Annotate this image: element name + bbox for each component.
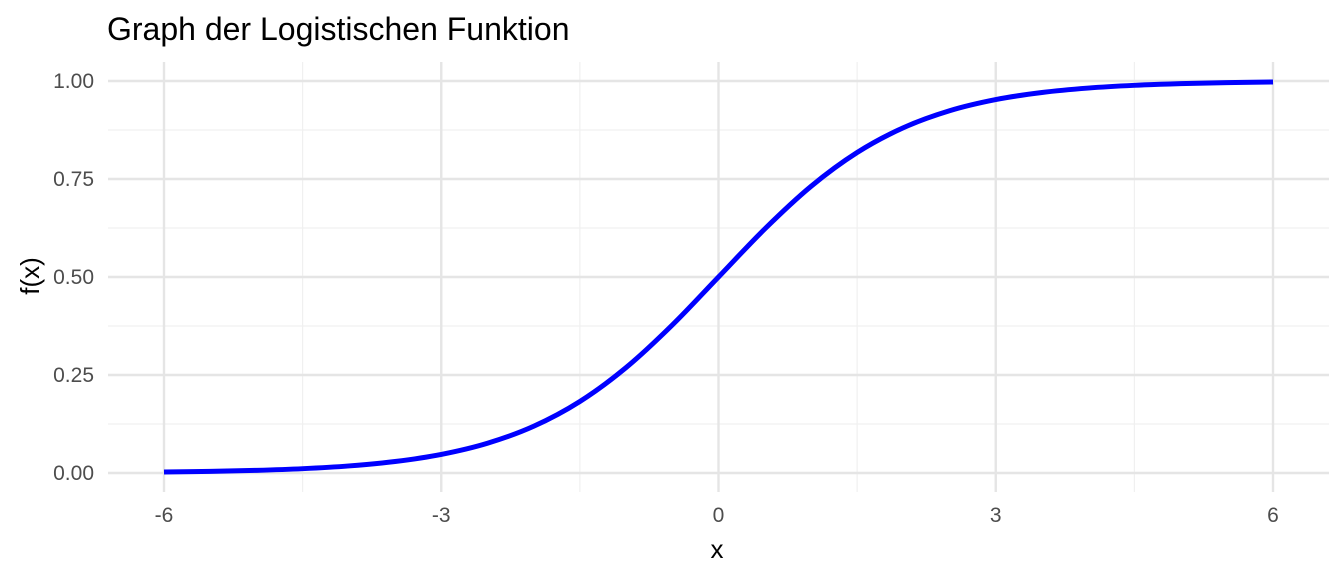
y-tick-label: 0.75 [53, 168, 94, 191]
y-tick-label: 1.00 [53, 70, 94, 93]
y-axis-title: f(x) [15, 257, 45, 295]
y-axis-tick-labels: 0.00 0.25 0.50 0.75 1.00 [53, 70, 94, 485]
y-tick-label: 0.00 [53, 462, 94, 485]
x-axis-title: x [711, 534, 724, 564]
x-axis-tick-labels: -6 -3 0 3 6 [155, 504, 1279, 527]
y-tick-label: 0.50 [53, 266, 94, 289]
plot-area [163, 79, 1274, 475]
chart-title: Graph der Logistischen Funktion [107, 11, 569, 47]
x-tick-label: 3 [990, 504, 1002, 527]
grid [108, 62, 1329, 492]
series-line [163, 79, 1274, 475]
y-tick-label: 0.25 [53, 364, 94, 387]
x-tick-label: 6 [1267, 504, 1279, 527]
x-tick-label: 0 [713, 504, 725, 527]
x-tick-label: -3 [432, 504, 451, 527]
x-tick-label: -6 [155, 504, 174, 527]
